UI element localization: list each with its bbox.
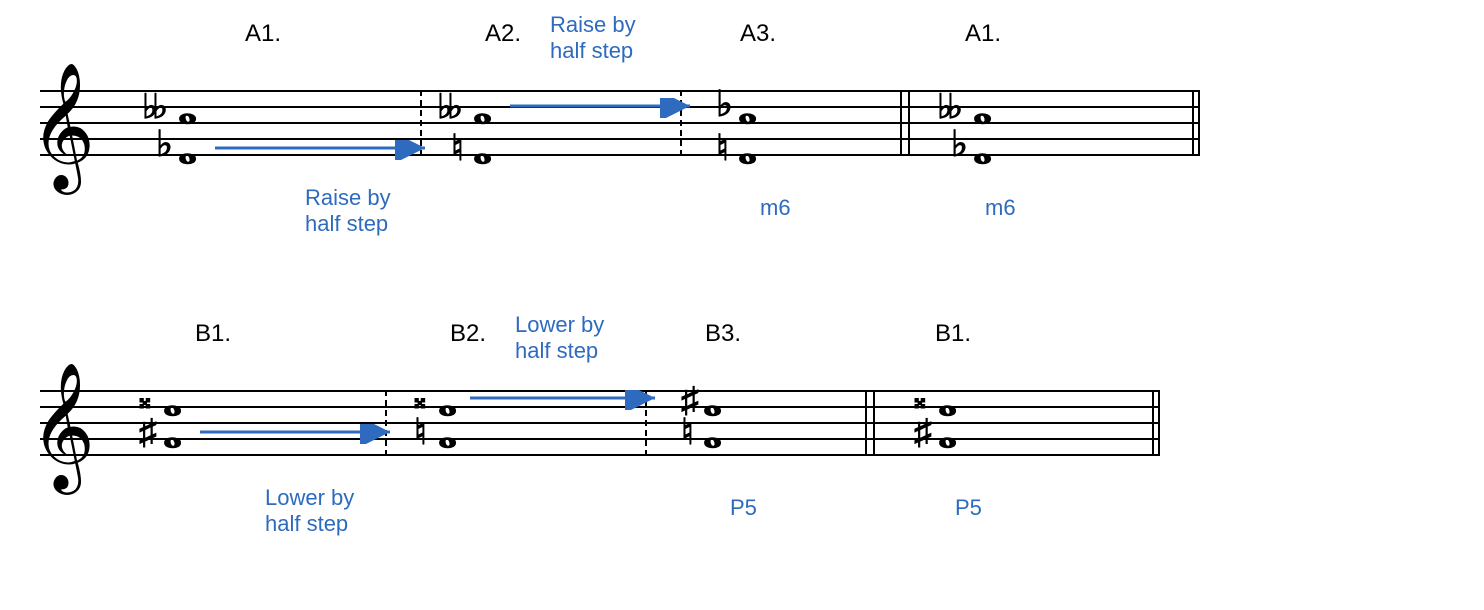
interval-a3: m6	[760, 195, 791, 221]
staff-a: 𝄞 ♭♭ 𝅝 ♭ 𝅝 ♭♭ 𝅝 ♮ 𝅝	[40, 90, 1240, 170]
example-row-a: A1. A2. A3. A1. Raise by half step Raise…	[40, 20, 1444, 290]
annotation-a-raise-2: Raise by half step	[550, 12, 636, 65]
barline-double	[865, 390, 867, 456]
annotation-b-lower-1: Lower by half step	[265, 485, 354, 538]
arrow-icon	[510, 98, 705, 118]
barline-end	[1158, 390, 1160, 456]
barline-dashed	[385, 390, 387, 456]
staff-b: 𝄞 𝄪 𝅝 ♯ 𝅝 𝄪 𝅝 ♮ 𝅝	[40, 390, 1240, 470]
arrow-icon	[215, 140, 440, 160]
example-row-b: B1. B2. B3. B1. Lower by half step Lower…	[40, 320, 1444, 590]
barline-end	[1152, 390, 1154, 456]
label-b2: B2.	[450, 320, 486, 348]
arrow-icon	[470, 390, 670, 410]
label-b3: B3.	[705, 320, 741, 348]
label-a1: A1.	[245, 20, 281, 48]
arrow-icon	[200, 424, 405, 444]
label-a3: A3.	[740, 20, 776, 48]
interval-b3: P5	[730, 495, 757, 521]
annotation-a-raise-1: Raise by half step	[305, 185, 391, 238]
barline-double	[908, 90, 910, 156]
barline-double	[900, 90, 902, 156]
label-b1-repeat: B1.	[935, 320, 971, 348]
barline-end	[1198, 90, 1200, 156]
label-a2: A2.	[485, 20, 521, 48]
annotation-b-lower-2: Lower by half step	[515, 312, 604, 365]
label-b1: B1.	[195, 320, 231, 348]
barline-double	[873, 390, 875, 456]
interval-a1r: m6	[985, 195, 1016, 221]
interval-b1r: P5	[955, 495, 982, 521]
barline-end	[1192, 90, 1194, 156]
label-a1-repeat: A1.	[965, 20, 1001, 48]
